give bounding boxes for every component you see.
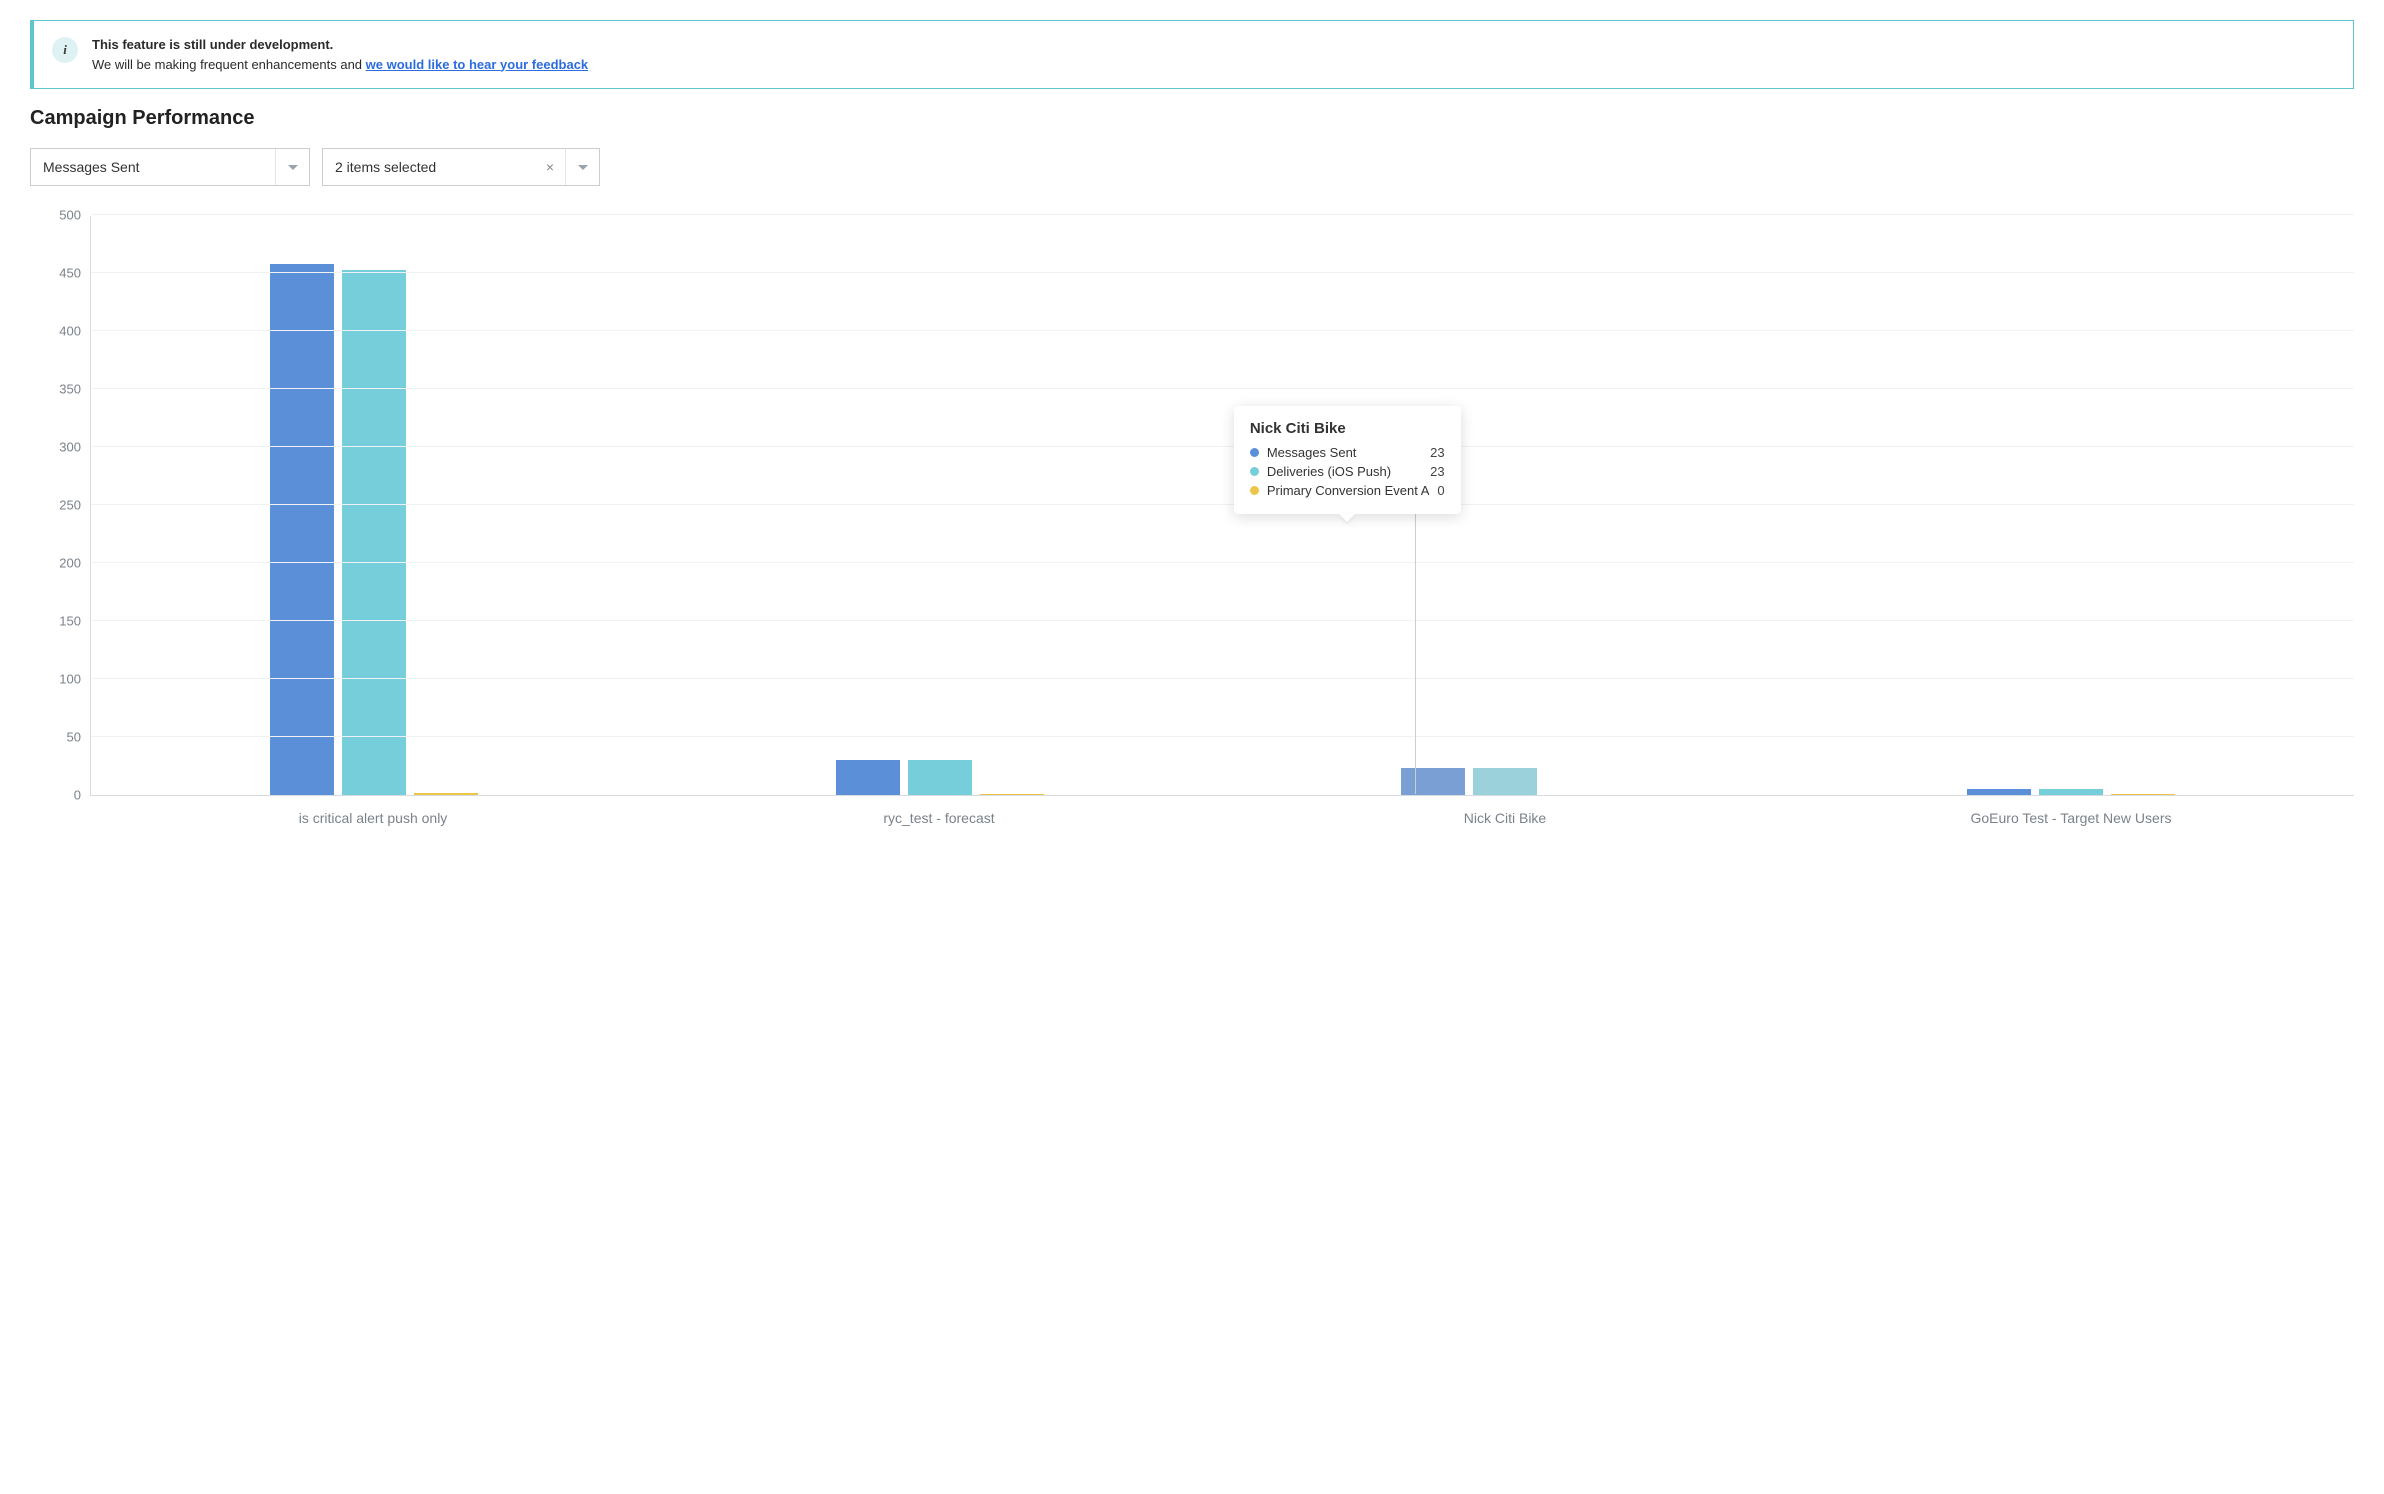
- tooltip-row: Messages Sent 23: [1250, 443, 1445, 462]
- bar[interactable]: [1473, 768, 1537, 795]
- y-tick-label: 50: [31, 730, 81, 745]
- info-icon: i: [52, 37, 78, 63]
- y-tick-label: 300: [31, 440, 81, 455]
- campaign-performance-chart: 050100150200250300350400450500Nick Citi …: [30, 216, 2354, 826]
- metric-dropdown-label: Messages Sent: [31, 159, 275, 175]
- bar[interactable]: [980, 794, 1044, 795]
- info-banner-text: This feature is still under development.…: [92, 35, 588, 74]
- tooltip-pointer-icon: [1339, 514, 1355, 522]
- chart-plot-area: 050100150200250300350400450500Nick Citi …: [90, 216, 2354, 796]
- legend-dot-icon: [1250, 486, 1259, 495]
- grid-line: [91, 736, 2354, 737]
- y-tick-label: 250: [31, 498, 81, 513]
- grid-line: [91, 562, 2354, 563]
- grid-line: [91, 388, 2354, 389]
- chevron-down-icon: [275, 149, 309, 185]
- y-tick-label: 200: [31, 556, 81, 571]
- y-tick-label: 500: [31, 208, 81, 223]
- clear-icon[interactable]: ×: [535, 159, 565, 175]
- bar[interactable]: [836, 760, 900, 795]
- bar[interactable]: [414, 793, 478, 795]
- y-tick-label: 100: [31, 672, 81, 687]
- y-tick-label: 350: [31, 382, 81, 397]
- bar-group: [657, 216, 1223, 795]
- tooltip-series-value: 23: [1430, 464, 1444, 479]
- bar[interactable]: [2111, 794, 2175, 795]
- x-axis-label: Nick Citi Bike: [1222, 810, 1788, 826]
- bar[interactable]: [270, 264, 334, 795]
- y-tick-label: 0: [31, 788, 81, 803]
- bar-group: [1788, 216, 2354, 795]
- page-title: Campaign Performance: [30, 107, 2354, 130]
- tooltip-row: Primary Conversion Event A 0: [1250, 481, 1445, 500]
- tooltip-series-label: Primary Conversion Event A: [1267, 483, 1430, 498]
- tooltip-series-label: Messages Sent: [1267, 445, 1422, 460]
- info-banner-line2: We will be making frequent enhancements …: [92, 55, 588, 75]
- bars-layer: [91, 216, 2354, 795]
- x-axis: is critical alert push onlyryc_test - fo…: [90, 810, 2354, 826]
- x-axis-label: GoEuro Test - Target New Users: [1788, 810, 2354, 826]
- bar[interactable]: [1401, 768, 1465, 795]
- chart-tooltip: Nick Citi BikeMessages Sent23Deliveries …: [1234, 406, 1461, 514]
- info-banner-line1: This feature is still under development.: [92, 35, 588, 55]
- y-tick-label: 450: [31, 266, 81, 281]
- tooltip-row: Deliveries (iOS Push) 23: [1250, 462, 1445, 481]
- filter-dropdown[interactable]: 2 items selected ×: [322, 148, 600, 186]
- filter-dropdown-label: 2 items selected: [323, 159, 535, 175]
- legend-dot-icon: [1250, 467, 1259, 476]
- x-axis-label: ryc_test - forecast: [656, 810, 1222, 826]
- grid-line: [91, 446, 2354, 447]
- tooltip-series-value: 0: [1437, 483, 1444, 498]
- x-axis-label: is critical alert push only: [90, 810, 656, 826]
- grid-line: [91, 620, 2354, 621]
- tooltip-guide-line: [1415, 506, 1416, 794]
- legend-dot-icon: [1250, 448, 1259, 457]
- bar[interactable]: [1967, 789, 2031, 795]
- metric-dropdown[interactable]: Messages Sent: [30, 148, 310, 186]
- feedback-link[interactable]: we would like to hear your feedback: [366, 57, 589, 72]
- tooltip-series-label: Deliveries (iOS Push): [1267, 464, 1422, 479]
- grid-line: [91, 678, 2354, 679]
- bar-group: [91, 216, 657, 795]
- bar[interactable]: [908, 760, 972, 795]
- chevron-down-icon: [565, 149, 599, 185]
- tooltip-title: Nick Citi Bike: [1250, 420, 1445, 437]
- info-banner: i This feature is still under developmen…: [30, 20, 2354, 89]
- bar[interactable]: [342, 270, 406, 795]
- tooltip-series-value: 23: [1430, 445, 1444, 460]
- y-tick-label: 400: [31, 324, 81, 339]
- grid-line: [91, 330, 2354, 331]
- grid-line: [91, 214, 2354, 215]
- grid-line: [91, 504, 2354, 505]
- y-tick-label: 150: [31, 614, 81, 629]
- grid-line: [91, 272, 2354, 273]
- controls-row: Messages Sent 2 items selected ×: [30, 148, 2354, 186]
- bar[interactable]: [2039, 789, 2103, 795]
